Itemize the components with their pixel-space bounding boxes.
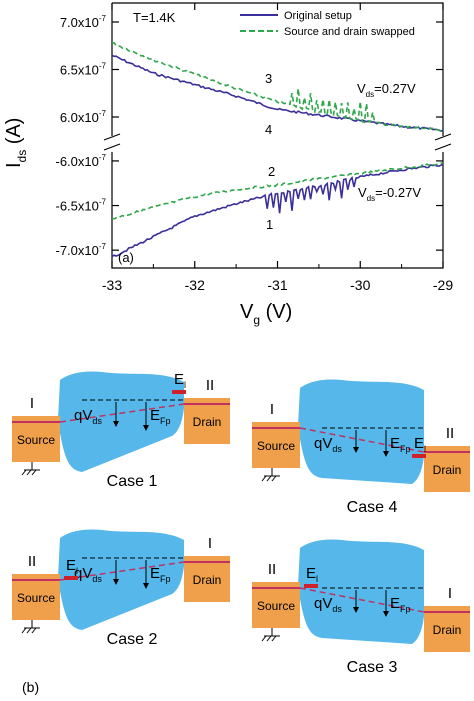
y-tick-label: -6.0x10-7 bbox=[56, 153, 107, 169]
vds-negative-label: Vds=-0.27V bbox=[358, 185, 421, 203]
drain-contact bbox=[184, 398, 230, 444]
legend-label-swapped: Source and drain swapped bbox=[284, 26, 415, 38]
defect-level-label: El bbox=[66, 557, 78, 576]
semiconductor-region bbox=[58, 371, 184, 472]
series-line-curve-2 bbox=[111, 162, 444, 220]
left-contact-roman: I bbox=[270, 401, 274, 418]
curve-number-2: 2 bbox=[268, 164, 275, 179]
curve-number-3: 3 bbox=[265, 71, 272, 86]
y-tick-label: 7.0x10-7 bbox=[60, 14, 107, 30]
semiconductor-region bbox=[298, 379, 424, 484]
source-contact bbox=[252, 582, 300, 628]
x-tick-label: -33 bbox=[102, 277, 122, 293]
drain-label: Drain bbox=[193, 415, 222, 429]
case-title: Case 3 bbox=[347, 659, 398, 676]
series-line-curve-4 bbox=[111, 54, 444, 132]
legend-label-original: Original setup bbox=[284, 10, 352, 22]
drain-label: Drain bbox=[433, 463, 462, 477]
source-contact bbox=[252, 422, 300, 468]
drain-contact bbox=[184, 556, 230, 602]
temperature-label: T=1.4K bbox=[133, 10, 176, 25]
quasi-fermi-level-line bbox=[299, 427, 425, 453]
y-tick-label: 6.5x10-7 bbox=[60, 62, 107, 78]
panel-a-chart: -33 -32 -31 -30 -29 7.0x10-7 6.5x10-7 6.0x10-7… bbox=[3, 2, 453, 327]
efp-label: EFp bbox=[390, 435, 411, 454]
vds-positive-label: Vds=0.27V bbox=[357, 81, 416, 99]
defect-level-bar bbox=[412, 454, 426, 458]
y-tick-label: 6.0x10-7 bbox=[60, 109, 107, 125]
efp-label: EFp bbox=[390, 595, 411, 614]
left-contact-roman: II bbox=[268, 561, 276, 578]
plot-frame bbox=[111, 2, 444, 269]
panel-a-label: (a) bbox=[118, 250, 134, 265]
panel-b-label: (b) bbox=[22, 679, 39, 695]
curve-number-1: 1 bbox=[266, 217, 273, 232]
source-label: Source bbox=[257, 439, 295, 453]
axis-break-right bbox=[434, 133, 452, 151]
right-contact-roman: I bbox=[448, 585, 452, 602]
defect-level-label: El bbox=[306, 565, 318, 584]
drain-label: Drain bbox=[433, 623, 462, 637]
defect-level-bar bbox=[172, 390, 186, 394]
x-tick-label: -29 bbox=[433, 277, 453, 293]
series-line-curve-3 bbox=[111, 41, 443, 132]
x-axis-title: Vg (V) bbox=[240, 301, 292, 327]
efp-label: EFp bbox=[150, 407, 171, 426]
right-contact-roman: I bbox=[208, 535, 212, 552]
semiconductor-region bbox=[58, 529, 184, 630]
series-line-curve-1 bbox=[111, 163, 444, 258]
drain-contact bbox=[424, 446, 470, 492]
qvds-label: qVds bbox=[74, 407, 102, 426]
defect-level-bar bbox=[64, 576, 78, 580]
ground-icon bbox=[261, 628, 280, 642]
axis-break-left bbox=[103, 133, 121, 151]
defect-level-label: El bbox=[414, 435, 426, 454]
curve-number-4: 4 bbox=[265, 122, 272, 137]
source-contact bbox=[12, 574, 60, 620]
right-contact-roman: II bbox=[446, 425, 454, 442]
ground-icon bbox=[21, 462, 40, 476]
case-title: Case 2 bbox=[107, 631, 158, 648]
source-label: Source bbox=[17, 433, 55, 447]
semiconductor-region bbox=[298, 539, 424, 644]
x-tick-label: -32 bbox=[185, 277, 205, 293]
qvds-label: qVds bbox=[74, 565, 102, 584]
y-tick-label: -6.5x10-7 bbox=[56, 198, 107, 214]
case-title: Case 4 bbox=[347, 499, 398, 516]
source-contact bbox=[12, 416, 60, 462]
x-tick-label: -30 bbox=[350, 277, 370, 293]
series-layer bbox=[111, 41, 444, 258]
y-ticks: 7.0x10-7 6.5x10-7 6.0x10-7 -6.0x10-7 -6.5x10… bbox=[56, 14, 443, 258]
drain-label: Drain bbox=[193, 573, 222, 587]
defect-level-bar bbox=[304, 584, 318, 588]
x-ticks: -33 -32 -31 -30 -29 bbox=[102, 3, 453, 293]
quasi-fermi-level-line bbox=[59, 403, 185, 423]
quasi-fermi-level-line bbox=[299, 587, 425, 613]
qvds-label: qVds bbox=[314, 595, 342, 614]
x-tick-label: -31 bbox=[267, 277, 287, 293]
ground-icon bbox=[261, 468, 280, 482]
case-title: Case 1 bbox=[107, 473, 158, 490]
source-label: Source bbox=[17, 591, 55, 605]
defect-level-label: El bbox=[174, 371, 186, 390]
efp-label: EFp bbox=[150, 565, 171, 584]
y-tick-label: -7.0x10-7 bbox=[56, 242, 107, 258]
ground-icon bbox=[21, 620, 40, 634]
quasi-fermi-level-line bbox=[59, 561, 185, 581]
drain-contact bbox=[424, 606, 470, 652]
qvds-label: qVds bbox=[314, 435, 342, 454]
left-contact-roman: I bbox=[30, 395, 34, 412]
left-contact-roman: II bbox=[28, 553, 36, 570]
source-label: Source bbox=[257, 599, 295, 613]
y-axis-title: Ids (A) bbox=[3, 118, 29, 168]
right-contact-roman: II bbox=[206, 377, 214, 394]
